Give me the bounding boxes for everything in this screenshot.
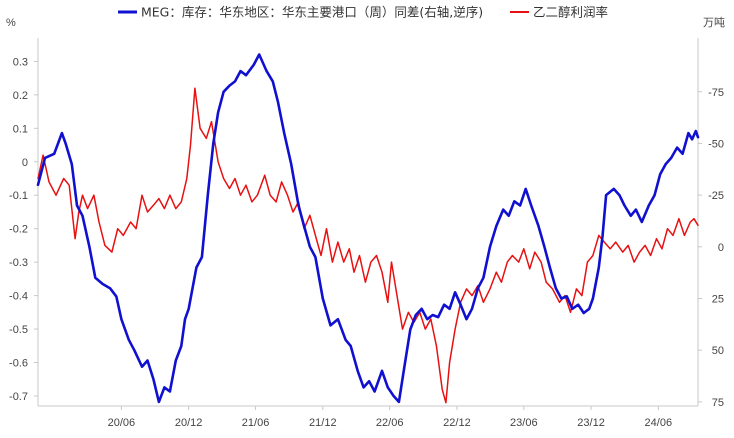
series-layer: [36, 53, 700, 404]
right-tick-label: -75: [708, 87, 724, 99]
right-tick-label: 25: [712, 293, 724, 305]
left-tick-label: -0.2: [9, 224, 28, 236]
right-tick-label: -50: [708, 138, 724, 150]
right-tick-label: 0: [718, 242, 724, 254]
left-tick-label: -0.4: [9, 291, 28, 303]
legend: MEG：库存：华东地区：华东主要港口（周）同差(右轴,逆序) 乙二醇利润率: [118, 5, 608, 20]
series-line-meg-profit: [37, 87, 699, 404]
x-tick-label: 24/06: [645, 417, 673, 429]
left-axis-ticks: 0.3 0.2 0.1 0 -0.1 -0.2 -0.3 -0.4 -0.5 -0.6 -0.7: [9, 56, 38, 403]
right-axis-unit: 万吨: [703, 16, 725, 29]
legend-label-meg: MEG：库存：华东地区：华东主要港口（周）同差(右轴,逆序): [141, 5, 483, 20]
right-tick-label: -25: [708, 190, 724, 202]
series-line-meg-inventory: [36, 53, 700, 404]
right-tick-label: 50: [712, 345, 724, 357]
x-tick-label: 20/12: [175, 417, 203, 429]
left-tick-label: -0.7: [9, 391, 28, 403]
right-tick-label: 75: [712, 397, 724, 409]
x-tick-label: 23/12: [577, 417, 605, 429]
left-tick-label: 0.1: [13, 123, 28, 135]
x-tick-label: 21/06: [242, 417, 270, 429]
left-tick-label: -0.5: [9, 324, 28, 336]
left-tick-label: 0.2: [13, 90, 28, 102]
left-axis-unit: %: [6, 17, 16, 29]
x-tick-label: 21/12: [309, 417, 337, 429]
left-tick-label: -0.6: [9, 358, 28, 370]
legend-label-profit: 乙二醇利润率: [533, 5, 608, 20]
x-tick-label: 22/12: [443, 417, 471, 429]
x-tick-label: 23/06: [510, 417, 538, 429]
left-tick-label: -0.3: [9, 257, 28, 269]
left-tick-label: -0.1: [9, 190, 28, 202]
x-tick-label: 20/06: [108, 417, 136, 429]
x-tick-label: 22/06: [376, 417, 404, 429]
right-axis-ticks: -75 -50 -25 0 25 50 75: [698, 87, 724, 409]
left-tick-label: 0.3: [13, 56, 28, 68]
left-tick-label: 0: [22, 157, 28, 169]
x-axis-ticks: 20/06 20/12 21/06 21/12 22/06 22/12 23/06 23/12…: [108, 406, 672, 429]
